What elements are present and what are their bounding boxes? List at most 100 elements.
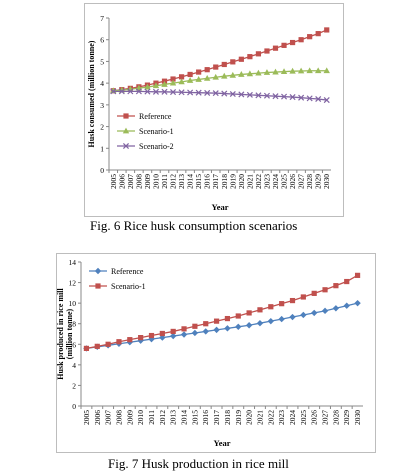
chart2-series-1-point [311, 290, 317, 296]
chart2-series-0-point [180, 331, 188, 338]
chart1-series-2-point [255, 92, 262, 99]
chart2-x-tick-label: 2014 [180, 410, 189, 425]
chart2-x-tick-label: 2030 [353, 410, 362, 425]
chart2-x-tick-label: 2020 [245, 410, 254, 425]
chart1-legend-swatch-marker [123, 113, 129, 119]
chart2-x-tick-label: 2017 [212, 410, 221, 425]
chart1-y-axis-title: Husk consumed (million tonne) [87, 40, 96, 147]
chart1-legend-label: Scenario-1 [139, 127, 174, 136]
chart1-series-0-point [272, 45, 279, 51]
chart1-y-tick-label: 7 [100, 14, 104, 23]
chart1-series-2-point [281, 93, 288, 100]
consumption-chart-svg: 0 1 2 3 4 5 6 7 2005 2006 2007 2008 2009 2010 2011 2012… [87, 14, 331, 212]
chart2-series-1-point [224, 315, 231, 322]
chart2-series-0-point [202, 328, 209, 335]
chart1-series-2-point [204, 89, 211, 96]
chart1-y-tick-label: 6 [100, 36, 104, 45]
chart1-series-2-point [161, 88, 168, 95]
chart1-series-2-point [246, 91, 253, 98]
chart2-series-1-point [170, 328, 176, 335]
chart1-x-tick-label: 2021 [245, 174, 254, 189]
chart1-series-0-point [213, 64, 219, 70]
chart1-series-0-point [196, 69, 202, 75]
chart2-x-tick-label: 2010 [136, 410, 145, 425]
chart1-series-2-point [272, 93, 279, 100]
chart1-x-tick-label: 2028 [305, 174, 314, 189]
chart1-series-0-line [113, 29, 327, 92]
chart1-series-0-point [170, 76, 176, 82]
chart1-series-0-point [178, 74, 185, 80]
chart1-series-2-point [238, 91, 245, 98]
chart2-legend-swatch-marker [95, 283, 101, 289]
chart2-series-1-point [105, 341, 111, 347]
chart2-x-tick-label: 2005 [82, 410, 91, 425]
chart1-x-tick-label: 2017 [211, 174, 220, 189]
chart2-series-1-point [94, 343, 100, 349]
chart2-series-1-point [203, 321, 209, 327]
chart2-x-tick-label: 2015 [190, 410, 199, 425]
chart2-x-tick-label: 2011 [147, 410, 156, 425]
chart2-y-tick-label: 12 [69, 279, 77, 288]
chart2-legend-swatch-marker [94, 267, 102, 275]
chart1-series-1-point [280, 68, 288, 75]
chart2-x-tick-label: 2026 [310, 410, 319, 425]
chart1-series-0-point [230, 59, 236, 65]
chart2-series-0-point [213, 326, 220, 334]
chart1-x-tick-label: 2009 [143, 174, 152, 189]
chart1-series-2-point [229, 90, 236, 98]
chart1-series-1-point [306, 67, 313, 74]
chart1-series-1-point [272, 68, 279, 75]
chart2-y-tick-label: 8 [72, 320, 76, 329]
chart1-series-2-point [170, 89, 177, 96]
chart1-x-tick-label: 2023 [262, 174, 271, 189]
chart2-series-0-point [267, 317, 275, 325]
chart1-series-1-point [255, 69, 262, 76]
chart1-series-1-point [246, 70, 254, 77]
chart1-y-tick-label: 4 [100, 79, 104, 88]
chart2-series-1-point [246, 310, 252, 316]
chart2-series-0-point [300, 311, 307, 319]
chart2-x-tick-label: 2006 [93, 410, 102, 425]
chart2-x-tick-label: 2027 [321, 410, 330, 425]
chart2-x-tick-label: 2025 [299, 410, 308, 425]
consumption-chart: 0 1 2 3 4 5 6 7 2005 2006 2007 2008 2009 2010 2011 2012… [84, 3, 344, 217]
chart2-series-0-point [343, 302, 350, 309]
chart1-series-1-point [195, 76, 202, 82]
chart1-series-1-point [152, 82, 160, 89]
chart1-legend-label: Reference [139, 112, 172, 121]
chart2-series-1-point [127, 337, 133, 343]
chart1-x-tick-label: 2029 [314, 174, 323, 189]
chart1-series-1-point [297, 67, 305, 74]
chart1-series-1-point [314, 67, 322, 74]
chart2-series-1-point [235, 313, 241, 319]
chart1-series-1-point [144, 83, 151, 90]
chart2-series-1-point [159, 330, 165, 337]
chart1-series-1-point [203, 74, 211, 81]
chart1-series-0-point [255, 51, 262, 57]
chart2-y-axis-title: Husk produced in rice mill(million tonne… [56, 288, 74, 380]
chart1-series-1-point [221, 72, 228, 79]
chart1-x-tick-label: 2012 [169, 174, 178, 189]
production-chart: 0 2 4 6 8 10 12 14 2005 2006 2007 2008 2009 2010 2011 2… [56, 253, 376, 453]
chart1-series-2-point [323, 97, 330, 104]
chart2-series-1-point [268, 304, 274, 310]
chart1-x-tick-label: 2022 [254, 174, 263, 189]
chart2-series-1-point [289, 297, 296, 304]
chart1-x-tick-label: 2025 [280, 174, 289, 189]
chart1-series-2-point [178, 89, 185, 96]
chart2-series-1-point [354, 272, 361, 278]
chart2-series-0-point [278, 315, 285, 323]
chart1-series-2-point [315, 95, 322, 103]
chart2-y-axis-title-line: (million tonne) [65, 308, 74, 359]
figure-7-caption: Fig. 7 Husk production in rice mill [108, 456, 289, 471]
chart1-series-0-point [238, 56, 244, 62]
chart1-series-2-point [221, 90, 228, 97]
chart1-series-2-point [195, 89, 202, 96]
chart1-series-2-point [110, 88, 117, 95]
chart1-series-0-point [204, 67, 210, 73]
chart2-x-tick-label: 2022 [266, 410, 275, 425]
chart2-x-axis-title: Year [214, 438, 231, 448]
chart2-x-tick-label: 2007 [104, 410, 113, 425]
chart2-series-1-point [279, 301, 285, 307]
chart1-x-tick-label: 2019 [228, 174, 237, 189]
